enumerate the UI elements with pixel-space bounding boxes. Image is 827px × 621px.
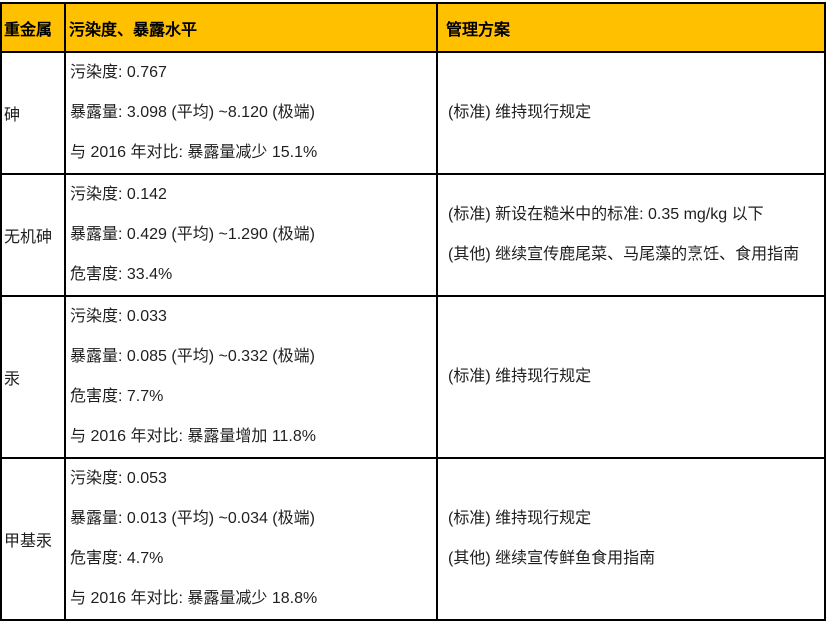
plan-line: (其他) 继续宣传鹿尾菜、马尾藻的烹饪、食用指南 xyxy=(448,246,800,263)
column-header-plans: 管理方案 xyxy=(436,2,826,53)
level-line: 暴露量: 3.098 (平均) ~8.120 (极端) xyxy=(70,104,315,121)
level-line: 与 2016 年对比: 暴露量减少 18.8% xyxy=(70,590,318,607)
metal-cell: 汞 xyxy=(0,295,66,459)
plan-line: (标准) 新设在糙米中的标准: 0.35 mg/kg 以下 xyxy=(448,206,764,223)
level-line: 危害度: 7.7% xyxy=(70,388,164,405)
plans-cell: (标准) 维持现行规定 xyxy=(436,295,826,459)
plan-line: (标准) 维持现行规定 xyxy=(448,104,592,121)
metal-cell: 无机砷 xyxy=(0,173,66,297)
plan-line: (其他) 继续宣传鲜鱼食用指南 xyxy=(448,550,656,567)
level-line: 污染度: 0.033 xyxy=(70,308,167,325)
table-row-inorganic-arsenic: 无机砷 污染度: 0.142 暴露量: 0.429 (平均) ~1.290 (极… xyxy=(0,173,826,297)
plans-cell: (标准) 维持现行规定 xyxy=(436,51,826,175)
metal-cell: 甲基汞 xyxy=(0,457,66,621)
table-header-row: 重金属 污染度、暴露水平 管理方案 xyxy=(0,2,826,53)
table-row-methylmercury: 甲基汞 污染度: 0.053 暴露量: 0.013 (平均) ~0.034 (极… xyxy=(0,457,826,621)
level-line: 污染度: 0.142 xyxy=(70,186,167,203)
table-row-arsenic: 砷 污染度: 0.767 暴露量: 3.098 (平均) ~8.120 (极端)… xyxy=(0,51,826,175)
plan-line: (标准) 维持现行规定 xyxy=(448,368,592,385)
plan-line: (标准) 维持现行规定 xyxy=(448,510,592,527)
level-line: 暴露量: 0.013 (平均) ~0.034 (极端) xyxy=(70,510,315,527)
levels-cell: 污染度: 0.053 暴露量: 0.013 (平均) ~0.034 (极端) 危… xyxy=(64,457,438,621)
levels-cell: 污染度: 0.767 暴露量: 3.098 (平均) ~8.120 (极端) 与… xyxy=(64,51,438,175)
levels-cell: 污染度: 0.142 暴露量: 0.429 (平均) ~1.290 (极端) 危… xyxy=(64,173,438,297)
metal-cell: 砷 xyxy=(0,51,66,175)
level-line: 污染度: 0.053 xyxy=(70,470,167,487)
level-line: 暴露量: 0.085 (平均) ~0.332 (极端) xyxy=(70,348,315,365)
level-line: 与 2016 年对比: 暴露量增加 11.8% xyxy=(70,428,317,445)
level-line: 危害度: 33.4% xyxy=(70,266,173,283)
level-line: 暴露量: 0.429 (平均) ~1.290 (极端) xyxy=(70,226,315,243)
plans-cell: (标准) 新设在糙米中的标准: 0.35 mg/kg 以下 (其他) 继续宣传鹿… xyxy=(436,173,826,297)
level-line: 与 2016 年对比: 暴露量减少 15.1% xyxy=(70,144,318,161)
table-row-mercury: 汞 污染度: 0.033 暴露量: 0.085 (平均) ~0.332 (极端)… xyxy=(0,295,826,459)
levels-cell: 污染度: 0.033 暴露量: 0.085 (平均) ~0.332 (极端) 危… xyxy=(64,295,438,459)
column-header-metal: 重金属 xyxy=(0,2,66,53)
plans-cell: (标准) 维持现行规定 (其他) 继续宣传鲜鱼食用指南 xyxy=(436,457,826,621)
level-line: 危害度: 4.7% xyxy=(70,550,164,567)
level-line: 污染度: 0.767 xyxy=(70,64,167,81)
column-header-levels: 污染度、暴露水平 xyxy=(64,2,438,53)
